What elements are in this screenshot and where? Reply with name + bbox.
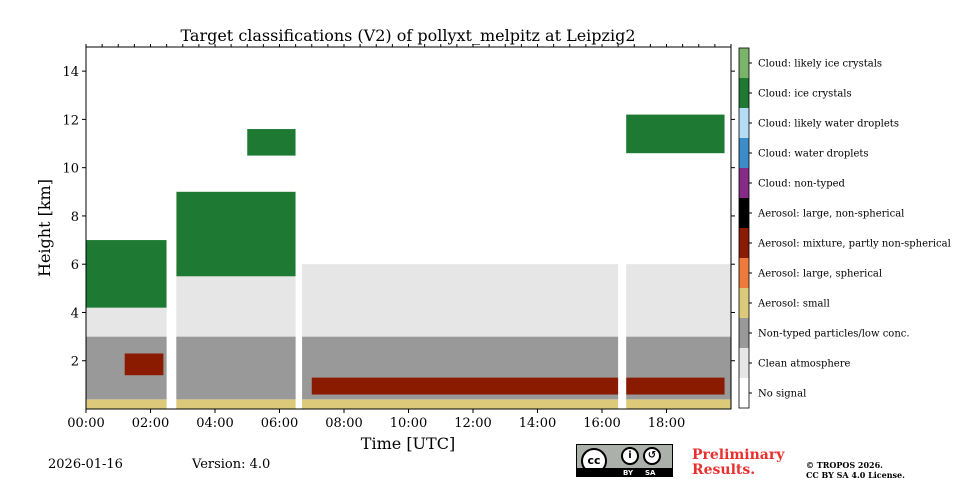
legend-label: No signal [758, 389, 806, 400]
legend-label: Cloud: water droplets [758, 149, 869, 160]
x-tick-label: 14:00 [519, 416, 556, 431]
attribution-icon: i [621, 447, 639, 465]
class-layer-5 [86, 240, 167, 308]
x-tick-label: 08:00 [325, 416, 362, 431]
x-tick-label: 00:00 [67, 416, 104, 431]
x-tick-label: 16:00 [583, 416, 620, 431]
legend-swatch [739, 108, 749, 138]
preliminary-line-1: Preliminary [692, 447, 785, 463]
class-layer-7 [247, 129, 296, 156]
no-signal-gap-2 [618, 47, 627, 409]
no-signal-gap-0 [166, 47, 177, 409]
legend-swatch [739, 258, 749, 288]
legend-swatch [739, 378, 749, 408]
y-tick-label: 4 [71, 306, 79, 321]
copyright-line-1: © TROPOS 2026. [806, 460, 883, 470]
class-layer-6 [176, 191, 296, 277]
class-layer-3 [311, 377, 725, 395]
cc-by-label: BY [623, 469, 634, 477]
y-tick-label: 14 [62, 65, 79, 80]
legend-label: Cloud: likely water droplets [758, 119, 899, 130]
footer-date: 2026-01-16 [48, 457, 123, 472]
plot-area [85, 46, 732, 410]
legend-label: Cloud: likely ice crystals [758, 59, 882, 70]
y-tick-label: 6 [71, 258, 79, 273]
y-tick-label: 8 [71, 210, 79, 225]
x-tick-label: 02:00 [132, 416, 169, 431]
legend-swatch [739, 48, 749, 78]
colorbar-legend: No signal Clean atmosphere Non-typed parti… [738, 47, 951, 409]
axes: 00:00 02:00 04:00 06:00 08:00 10:00 12:00 14:00… [62, 44, 735, 431]
cc-license-badge: cc i ↺ BY SA [576, 444, 673, 477]
legend-label: Clean atmosphere [758, 359, 851, 370]
class-layer-4 [124, 353, 164, 376]
y-tick-label: 10 [62, 162, 79, 177]
legend-label: Cloud: non-typed [758, 179, 846, 190]
share-alike-icon: ↺ [643, 447, 661, 465]
class-layer-0 [86, 399, 731, 409]
x-tick-label: 04:00 [196, 416, 233, 431]
legend-swatch [739, 138, 749, 168]
no-signal-gap-1 [295, 47, 303, 409]
legend-label: Aerosol: large, non-spherical [757, 209, 904, 220]
legend-swatch [739, 78, 749, 108]
chart-title: Target classifications (V2) of pollyxt_m… [180, 26, 635, 45]
legend-label: Aerosol: large, spherical [757, 269, 882, 280]
footer-version: Version: 4.0 [192, 457, 271, 472]
y-axis-label: Height [km] [35, 179, 54, 277]
copyright-line-2: CC BY SA 4.0 License. [806, 470, 905, 480]
legend-swatch [739, 228, 749, 258]
x-tick-label: 06:00 [261, 416, 298, 431]
legend-swatch [739, 288, 749, 318]
legend-swatch [739, 168, 749, 198]
legend-swatch [739, 348, 749, 378]
legend-swatch [739, 198, 749, 228]
y-tick-label: 12 [62, 113, 79, 128]
copyright-notice: © TROPOS 2026. CC BY SA 4.0 License. [806, 460, 905, 480]
legend-label: Aerosol: mixture, partly non-spherical [757, 239, 951, 250]
x-axis-label: Time [UTC] [361, 434, 455, 453]
legend-swatch [739, 318, 749, 348]
legend-frame [738, 47, 750, 409]
x-tick-label: 18:00 [648, 416, 685, 431]
cc-sa-label: SA [645, 469, 656, 477]
legend-label: Non-typed particles/low conc. [758, 329, 910, 340]
x-tick-label: 12:00 [454, 416, 491, 431]
legend-label: Cloud: ice crystals [758, 89, 852, 100]
x-tick-label: 10:00 [390, 416, 427, 431]
preliminary-notice: Preliminary Results. [692, 448, 784, 478]
cc-badge-bar [577, 468, 672, 476]
legend-label: Aerosol: small [757, 299, 830, 310]
y-tick-label: 2 [71, 355, 79, 370]
class-layer-8 [624, 114, 725, 154]
preliminary-line-2: Results. [692, 462, 756, 478]
